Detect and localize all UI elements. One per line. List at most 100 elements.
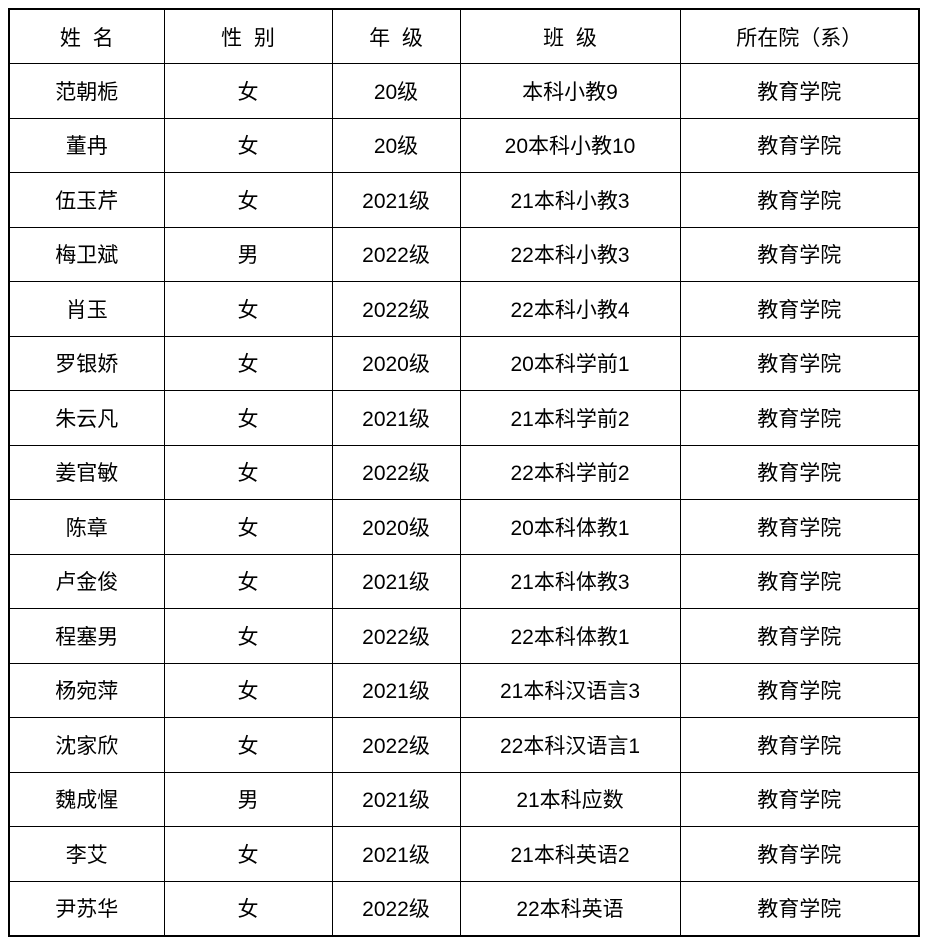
- table-row: 姜官敏女 2022级 22本科学前2 教育学院: [8, 444, 920, 500]
- table-cell-grade: 20级: [331, 63, 461, 119]
- header-cell-gender: 性 别: [163, 8, 333, 64]
- header-cell-grade: 年 级: [331, 8, 461, 64]
- table-row: 卢金俊女 2021级 21本科体教3 教育学院: [8, 553, 920, 609]
- table-cell-gender: 女: [163, 826, 333, 882]
- table-cell-gender: 女: [163, 662, 333, 718]
- table-cell-class: 22本科英语: [459, 880, 681, 936]
- table-row: 陈章女 2020级 20本科体教1 教育学院: [8, 499, 920, 555]
- table-cell-class: 20本科小教10: [459, 117, 681, 173]
- header-row: 姓 名 性 别 年 级 班 级 所在院（系）: [8, 8, 920, 64]
- table-cell-class: 21本科应数: [459, 771, 681, 827]
- table-cell-grade: 2022级: [331, 281, 461, 337]
- table-cell-class: 22本科小教3: [459, 226, 681, 282]
- table-cell-department: 教育学院: [679, 63, 920, 119]
- table-cell-class: 21本科小教3: [459, 172, 681, 228]
- table-cell-class: 22本科体教1: [459, 608, 681, 664]
- student-roster-table: 姓 名 性 别 年 级 班 级 所在院（系） 范朝栀女 20级 本科小教9 教育学院董…: [8, 8, 920, 937]
- table-cell-department: 教育学院: [679, 444, 920, 500]
- table-cell-gender: 女: [163, 717, 333, 773]
- table-header: 姓 名 性 别 年 级 班 级 所在院（系）: [8, 8, 920, 64]
- table-cell-department: 教育学院: [679, 226, 920, 282]
- table-row: 朱云凡女 2021级 21本科学前2 教育学院: [8, 390, 920, 446]
- table-cell-gender: 女: [163, 281, 333, 337]
- table-row: 肖玉女 2022级 22本科小教4 教育学院: [8, 281, 920, 337]
- table-cell-name: 董冉: [8, 117, 165, 173]
- table-cell-grade: 2021级: [331, 172, 461, 228]
- table-cell-department: 教育学院: [679, 553, 920, 609]
- table-row: 范朝栀女 20级 本科小教9 教育学院: [8, 63, 920, 119]
- table-cell-name: 梅卫斌: [8, 226, 165, 282]
- table-cell-class: 21本科体教3: [459, 553, 681, 609]
- table-cell-name: 范朝栀: [8, 63, 165, 119]
- table-cell-grade: 2021级: [331, 553, 461, 609]
- table-cell-class: 21本科英语2: [459, 826, 681, 882]
- table-cell-department: 教育学院: [679, 826, 920, 882]
- table-cell-department: 教育学院: [679, 335, 920, 391]
- table-cell-grade: 2021级: [331, 826, 461, 882]
- header-cell-class: 班 级: [459, 8, 681, 64]
- table-cell-class: 22本科汉语言1: [459, 717, 681, 773]
- table-row: 罗银娇女 2020级 20本科学前1 教育学院: [8, 335, 920, 391]
- table-cell-name: 李艾: [8, 826, 165, 882]
- document-page: 姓 名 性 别 年 级 班 级 所在院（系） 范朝栀女 20级 本科小教9 教育学院董…: [0, 8, 926, 943]
- table-cell-grade: 2021级: [331, 771, 461, 827]
- table-cell-name: 魏成惺: [8, 771, 165, 827]
- student-table-body: 范朝栀女 20级 本科小教9 教育学院 董冉女 20级 20本科小教10 教育学院 伍玉芹女 20…: [8, 63, 920, 936]
- header-cell-name: 姓 名: [8, 8, 165, 64]
- table-cell-name: 尹苏华: [8, 880, 165, 936]
- table-row: 尹苏华女 2022级 22本科英语 教育学院: [8, 880, 920, 936]
- table-cell-gender: 女: [163, 390, 333, 446]
- table-row: 杨宛萍女 2021级 21本科汉语言3 教育学院: [8, 662, 920, 718]
- table-cell-gender: 女: [163, 335, 333, 391]
- table-cell-class: 22本科学前2: [459, 444, 681, 500]
- table-cell-gender: 女: [163, 608, 333, 664]
- table-cell-gender: 男: [163, 226, 333, 282]
- table-cell-department: 教育学院: [679, 390, 920, 446]
- table-cell-department: 教育学院: [679, 717, 920, 773]
- table-cell-grade: 20级: [331, 117, 461, 173]
- table-cell-department: 教育学院: [679, 281, 920, 337]
- table-cell-class: 本科小教9: [459, 63, 681, 119]
- table-cell-department: 教育学院: [679, 608, 920, 664]
- table-cell-name: 杨宛萍: [8, 662, 165, 718]
- table-cell-department: 教育学院: [679, 880, 920, 936]
- table-cell-gender: 女: [163, 117, 333, 173]
- table-cell-grade: 2021级: [331, 390, 461, 446]
- table-row: 程塞男女 2022级 22本科体教1 教育学院: [8, 608, 920, 664]
- table-cell-name: 陈章: [8, 499, 165, 555]
- table-cell-grade: 2022级: [331, 444, 461, 500]
- table-cell-gender: 女: [163, 444, 333, 500]
- table-cell-grade: 2020级: [331, 335, 461, 391]
- table-cell-class: 20本科学前1: [459, 335, 681, 391]
- table-cell-department: 教育学院: [679, 771, 920, 827]
- table-row: 魏成惺男 2021级 21本科应数 教育学院: [8, 771, 920, 827]
- table-cell-name: 朱云凡: [8, 390, 165, 446]
- table-cell-name: 肖玉: [8, 281, 165, 337]
- table-cell-name: 沈家欣: [8, 717, 165, 773]
- table-cell-class: 21本科学前2: [459, 390, 681, 446]
- table-cell-name: 罗银娇: [8, 335, 165, 391]
- table-cell-name: 程塞男: [8, 608, 165, 664]
- table-cell-grade: 2021级: [331, 662, 461, 718]
- table-cell-gender: 男: [163, 771, 333, 827]
- table-cell-gender: 女: [163, 553, 333, 609]
- table-cell-class: 20本科体教1: [459, 499, 681, 555]
- table-cell-name: 伍玉芹: [8, 172, 165, 228]
- table-row: 沈家欣女 2022级 22本科汉语言1 教育学院: [8, 717, 920, 773]
- table-cell-grade: 2022级: [331, 717, 461, 773]
- table-row: 董冉女 20级 20本科小教10 教育学院: [8, 117, 920, 173]
- table-row: 梅卫斌男 2022级 22本科小教3 教育学院: [8, 226, 920, 282]
- table-cell-gender: 女: [163, 172, 333, 228]
- table-cell-department: 教育学院: [679, 499, 920, 555]
- table-cell-name: 卢金俊: [8, 553, 165, 609]
- table-cell-gender: 女: [163, 499, 333, 555]
- table-cell-gender: 女: [163, 880, 333, 936]
- table-cell-grade: 2022级: [331, 608, 461, 664]
- table-cell-department: 教育学院: [679, 172, 920, 228]
- table-cell-department: 教育学院: [679, 117, 920, 173]
- table-cell-name: 姜官敏: [8, 444, 165, 500]
- table-cell-class: 21本科汉语言3: [459, 662, 681, 718]
- table-cell-gender: 女: [163, 63, 333, 119]
- table-cell-department: 教育学院: [679, 662, 920, 718]
- table-row: 李艾女 2021级 21本科英语2 教育学院: [8, 826, 920, 882]
